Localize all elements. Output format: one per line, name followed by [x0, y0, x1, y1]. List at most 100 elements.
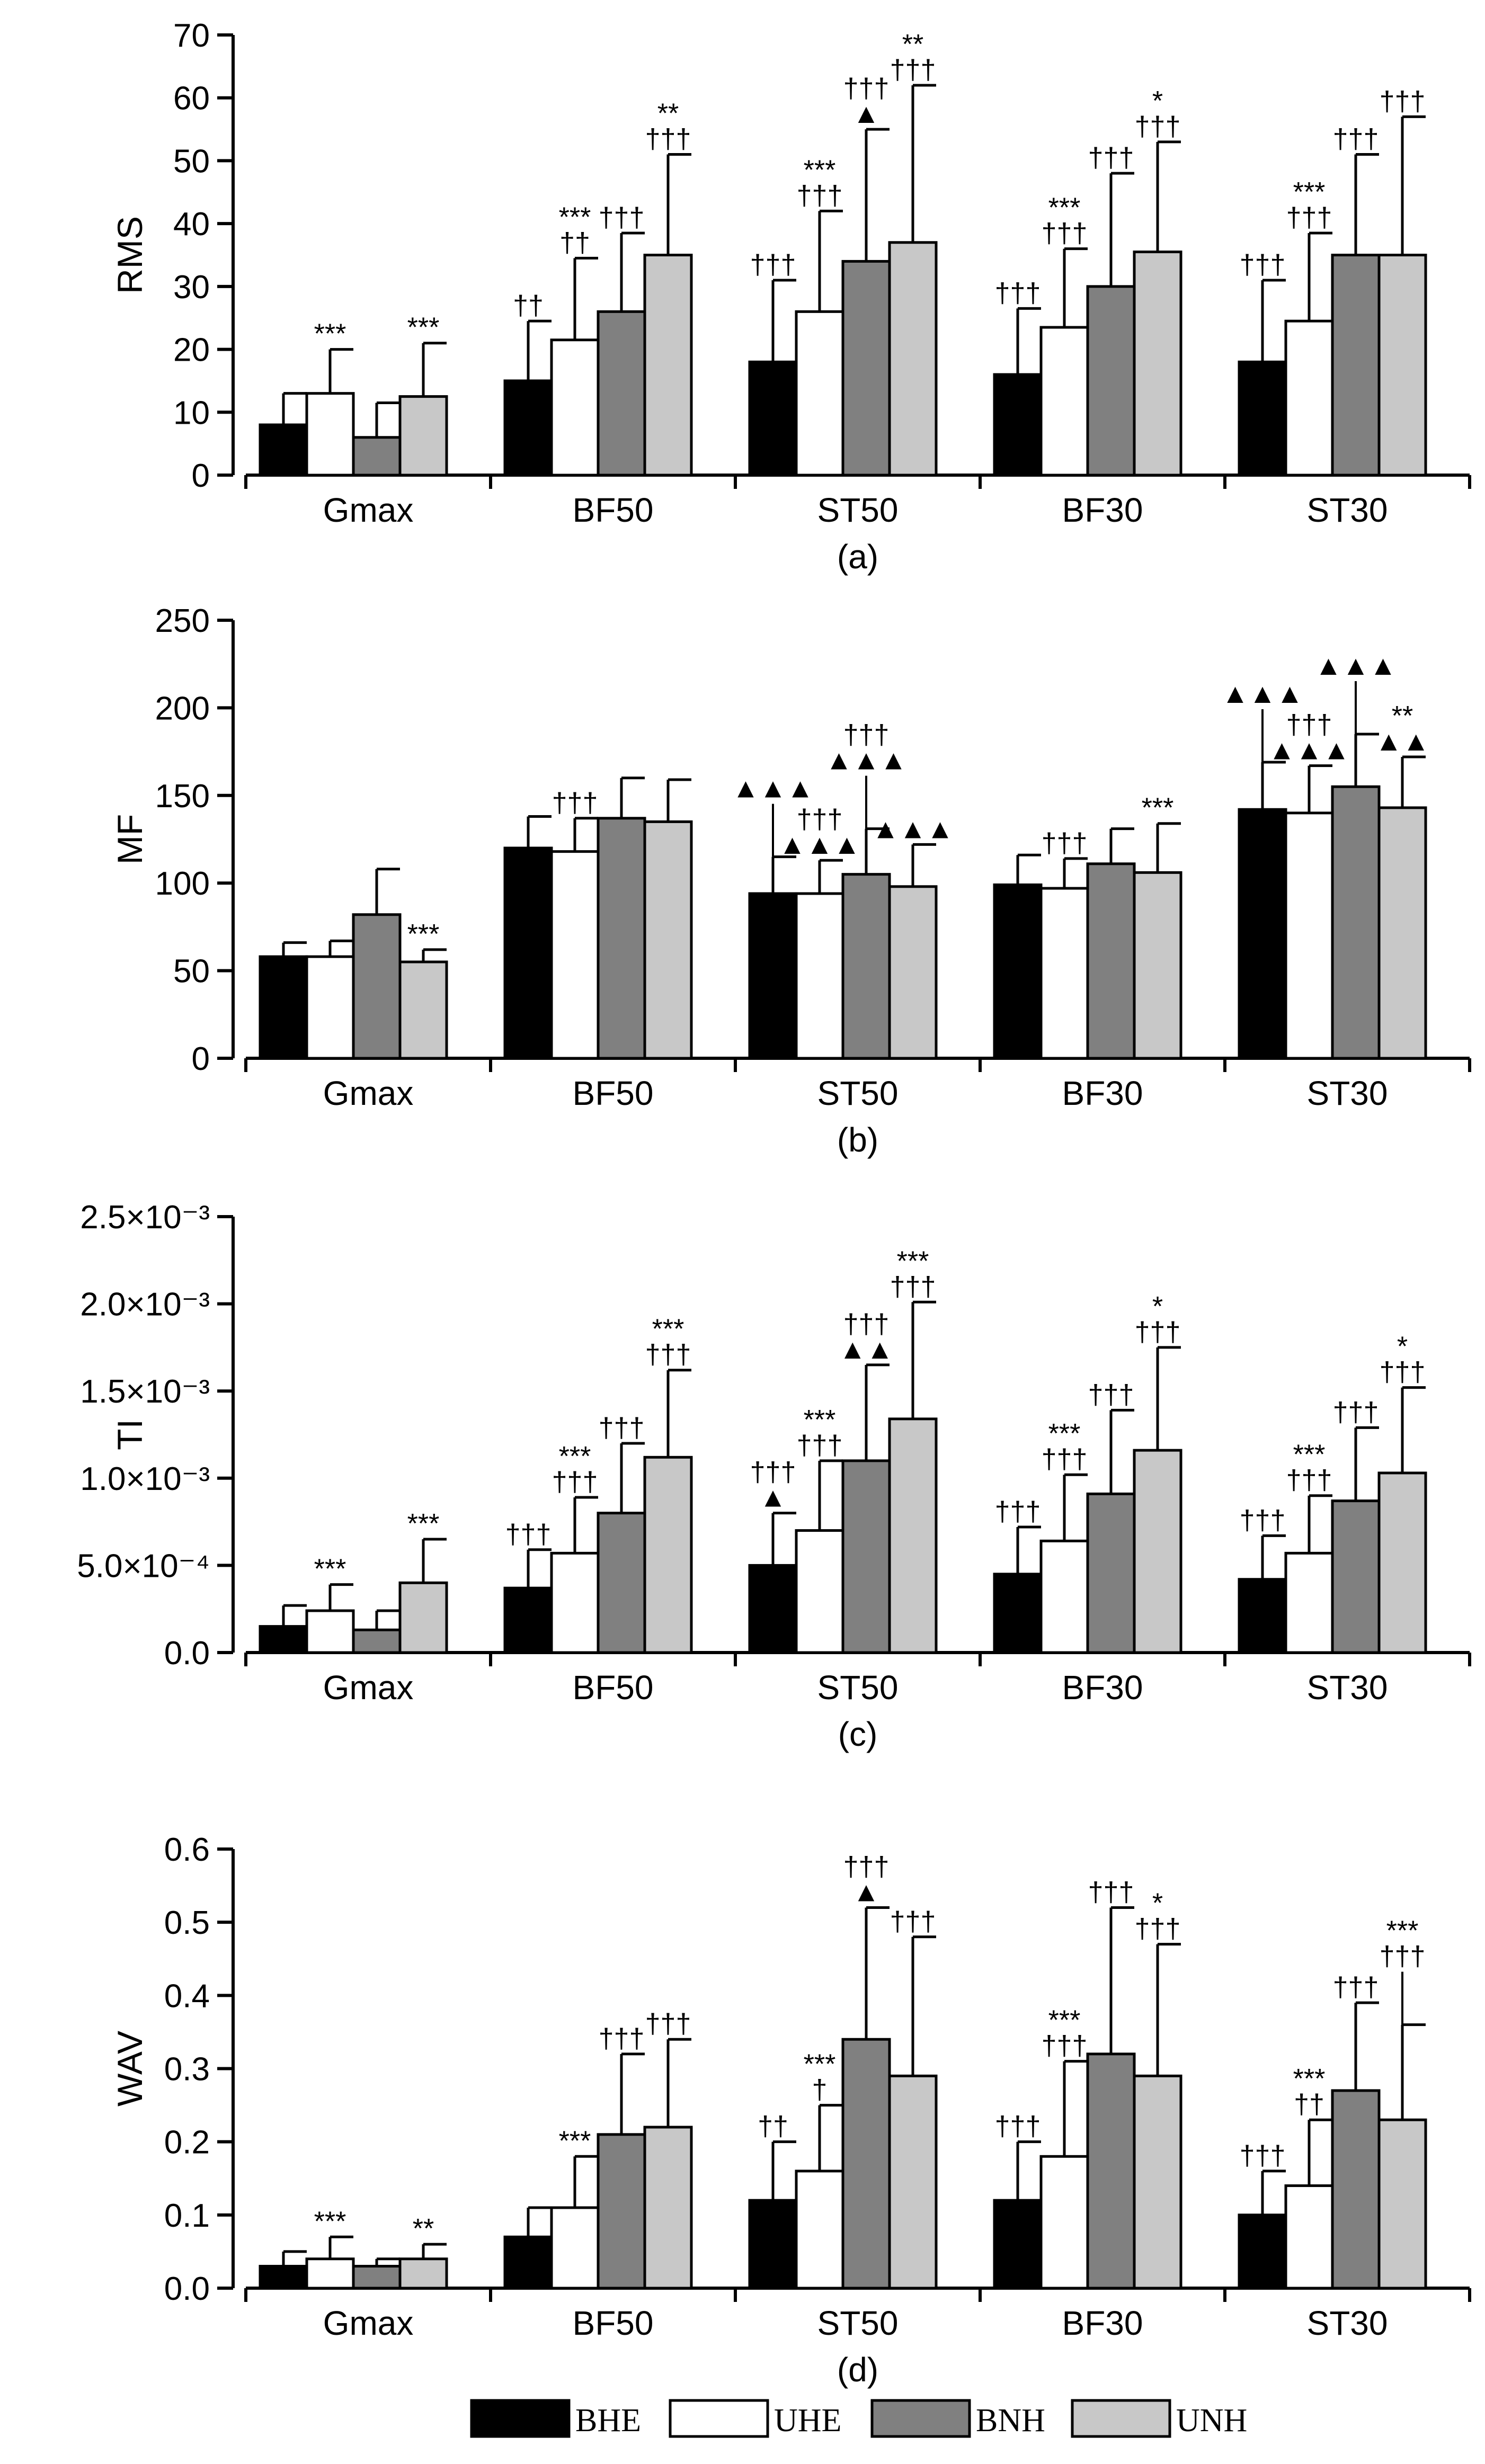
significance-marker: †††: [843, 720, 890, 751]
bar-bhe: [503, 2235, 553, 2290]
legend-swatch-unh: [1071, 2399, 1171, 2438]
significance-marker: †††: [1286, 202, 1332, 233]
significance-marker: ***: [1386, 1916, 1419, 1947]
y-tick-label: 50: [173, 953, 210, 990]
significance-marker: †††: [1042, 2031, 1088, 2061]
y-tick-label: 150: [155, 778, 210, 815]
significance-marker: †††: [1333, 124, 1379, 155]
y-tick-label: 60: [173, 81, 210, 117]
bar-unh: [398, 2257, 448, 2290]
panel-label: (b): [837, 1121, 878, 1159]
significance-marker: ▲▲▲: [872, 814, 954, 844]
significance-marker: ▲▲: [1375, 726, 1430, 757]
legend-swatch-bhe: [470, 2399, 571, 2438]
significance-marker: †††: [750, 249, 796, 280]
significance-marker: †††: [1240, 249, 1286, 280]
significance-marker: †††: [599, 2023, 645, 2054]
bar-bhe: [259, 955, 308, 1060]
y-tick-label: 70: [173, 17, 210, 54]
legend-swatch-bnh: [870, 2399, 971, 2438]
significance-marker: †††: [1333, 1972, 1379, 2003]
bar-bnh: [597, 817, 646, 1060]
bar-bhe: [1238, 2213, 1287, 2290]
bar-uhe: [795, 310, 844, 477]
significance-marker: †††: [1380, 1357, 1426, 1388]
category-label: BF30: [1062, 2304, 1143, 2342]
significance-marker: ▲: [852, 99, 879, 129]
bar-bnh: [1331, 785, 1381, 1060]
bar-uhe: [1284, 2184, 1334, 2290]
significance-marker: †††: [797, 804, 843, 835]
chart-panel-1: 0 10 20 30 40 50 60 70 RMS Gmax BF50 ST50 BF30 ST30 (a…: [110, 17, 1471, 576]
significance-marker: **: [657, 99, 679, 129]
legend: BHE UHE BNH UNH: [470, 2399, 1247, 2439]
significance-marker: †††: [645, 124, 691, 155]
significance-marker: ▲▲▲: [1315, 650, 1397, 681]
panel-label: (c): [838, 1715, 878, 1753]
significance-marker: *: [1152, 1291, 1163, 1322]
significance-marker: †††: [505, 1519, 552, 1550]
chart-panel-4: 0.0 0.1 0.2 0.3 0.4 0.5 0.6 WAV Gmax BF50 ST50 BF30…: [110, 1832, 1471, 2389]
bar-uhe: [1039, 326, 1089, 477]
significance-marker: †††: [750, 1457, 796, 1488]
y-tick-label: 100: [155, 865, 210, 902]
bar-uhe: [550, 850, 600, 1060]
significance-marker: ***: [1293, 1440, 1326, 1470]
bar-uhe: [1284, 811, 1334, 1060]
y-tick-label: 1.0×10⁻³: [80, 1461, 210, 1497]
bar-bnh: [1086, 285, 1136, 477]
significance-marker: †††: [645, 1340, 691, 1370]
significance-marker: †††: [843, 1852, 890, 1882]
significance-marker: ***: [407, 919, 440, 950]
significance-marker: †††: [890, 55, 936, 85]
y-tick-label: 2.5×10⁻³: [80, 1199, 210, 1236]
category-label: ST30: [1307, 1668, 1388, 1707]
bar-unh: [398, 960, 448, 1060]
panels: 0 10 20 30 40 50 60 70 RMS Gmax BF50 ST50 BF30 ST30 (a…: [77, 17, 1471, 2389]
bar-uhe: [1284, 319, 1334, 477]
significance-marker: ***: [1142, 793, 1174, 824]
significance-marker: †††: [890, 1271, 936, 1302]
significance-marker: ▲▲▲: [779, 829, 860, 860]
significance-marker: *: [1152, 1888, 1163, 1919]
panel-label: (a): [837, 538, 878, 576]
significance-marker: †††: [1240, 1505, 1286, 1535]
significance-marker: †††: [843, 1309, 890, 1340]
bar-bnh: [1086, 1492, 1136, 1654]
significance-marker: ***: [897, 1246, 929, 1276]
y-tick-label: 2.0×10⁻³: [80, 1287, 210, 1323]
category-label: BF30: [1062, 491, 1143, 529]
bar-bhe: [503, 846, 553, 1060]
significance-marker: †††: [1333, 1397, 1379, 1427]
bar-unh: [1377, 2118, 1427, 2290]
bar-bhe: [748, 1564, 798, 1654]
category-label: ST50: [817, 491, 899, 529]
significance-marker: †††: [1286, 710, 1332, 740]
significance-marker: **: [902, 29, 923, 60]
significance-marker: †††: [645, 2008, 691, 2039]
category-label: ST30: [1307, 491, 1388, 529]
bar-unh: [643, 820, 693, 1060]
significance-marker: †††: [995, 2111, 1041, 2142]
bar-bnh: [352, 913, 402, 1060]
category-label: ST30: [1307, 2304, 1388, 2342]
significance-marker: ***: [1048, 2005, 1081, 2036]
bar-bnh: [841, 1459, 891, 1654]
bar-bhe: [259, 423, 308, 477]
significance-marker: †††: [1042, 828, 1088, 859]
y-tick-label: 0.5: [164, 1905, 210, 1941]
significance-marker: ***: [559, 202, 591, 233]
significance-marker: ***: [652, 1314, 684, 1345]
bar-uhe: [305, 2257, 355, 2290]
bar-unh: [643, 254, 693, 477]
bar-bhe: [993, 1573, 1043, 1654]
y-tick-label: 10: [173, 395, 210, 431]
bar-uhe: [550, 2206, 600, 2290]
significance-marker: †††: [995, 278, 1041, 308]
legend-label-uhe: UHE: [774, 2403, 841, 2439]
significance-marker: ***: [314, 2206, 346, 2237]
bar-bhe: [1238, 360, 1287, 477]
significance-marker: ▲: [852, 1877, 879, 1908]
significance-marker: ▲▲▲: [1268, 735, 1350, 766]
significance-marker: ***: [407, 1508, 440, 1539]
